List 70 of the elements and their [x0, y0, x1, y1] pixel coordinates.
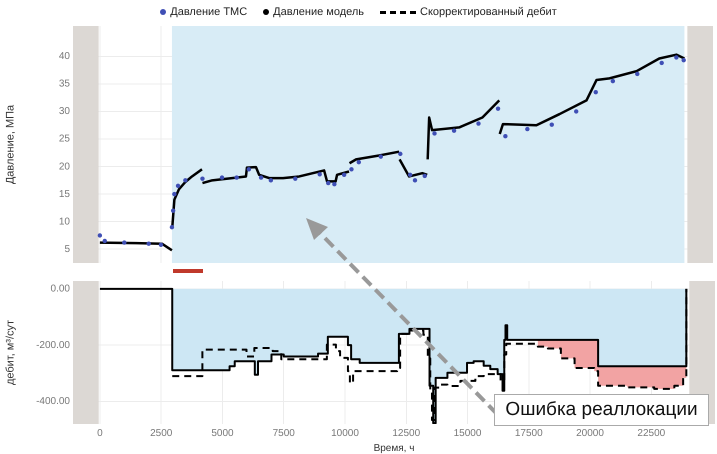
x-tick-label: 12500	[392, 428, 421, 439]
y-tick-label: 35	[58, 78, 70, 90]
x-tick-label: 2500	[150, 428, 173, 439]
point	[610, 78, 616, 84]
point	[98, 233, 102, 238]
point	[176, 184, 180, 188]
annotation: Ошибка реаллокации	[494, 394, 709, 426]
point	[574, 109, 578, 114]
y-tick-label: 25	[58, 134, 70, 145]
y-tick-label: 40	[58, 51, 70, 62]
x-tick-label: 10000	[331, 428, 360, 439]
point	[398, 152, 403, 156]
x-axis-title: Время, ч	[374, 442, 414, 454]
point	[452, 128, 456, 133]
point	[326, 180, 330, 186]
point	[550, 122, 554, 127]
y-axis-title: Давление, МПа	[4, 104, 17, 184]
point	[158, 242, 164, 248]
point	[476, 121, 481, 126]
x-tick-label: 15000	[454, 428, 482, 439]
point	[342, 172, 346, 178]
point	[170, 224, 174, 230]
x-tick-label: 0	[97, 428, 104, 439]
point	[146, 242, 151, 246]
point	[172, 192, 177, 196]
point	[356, 160, 361, 164]
legend-label: Скорректированный дебит	[420, 6, 557, 18]
point	[674, 55, 679, 60]
point	[503, 134, 508, 138]
x-tick-label: 22500	[637, 428, 666, 439]
y-tick-label: 20	[58, 161, 70, 172]
y-tick-label: 0.00	[50, 284, 70, 295]
point	[332, 182, 337, 186]
point	[681, 58, 686, 62]
point	[349, 167, 354, 172]
y-tick-label: 5	[64, 244, 70, 255]
point	[408, 172, 412, 178]
point	[412, 178, 418, 183]
y-tick-label: -200.00	[36, 340, 70, 351]
point	[200, 176, 205, 181]
point	[496, 106, 500, 111]
point	[246, 167, 252, 172]
x-tick-label: 20000	[576, 428, 604, 439]
point	[594, 90, 598, 94]
legend-label: Давление модель	[273, 6, 364, 18]
point	[432, 131, 437, 136]
point	[258, 175, 264, 180]
x-tick-label: 5000	[211, 428, 234, 439]
point	[422, 174, 427, 178]
point	[183, 178, 188, 183]
point	[525, 126, 530, 132]
y-tick-label: 10	[58, 216, 70, 228]
point	[234, 175, 239, 180]
point	[122, 240, 126, 245]
y-tick-label: 30	[58, 106, 70, 118]
legend-label: Давление ТМС	[170, 6, 248, 18]
y-tick-label: 15	[58, 188, 70, 200]
point	[378, 154, 383, 159]
y-tick-label: -400.00	[36, 396, 70, 408]
point	[170, 208, 176, 213]
point	[102, 238, 107, 244]
point	[268, 178, 274, 183]
point	[660, 60, 664, 66]
point	[318, 172, 322, 176]
point	[293, 176, 298, 181]
y-axis-title: дебит, м³/сут	[4, 320, 17, 386]
point	[635, 72, 640, 76]
x-tick-label: 7500	[272, 428, 296, 439]
point	[220, 175, 224, 180]
x-tick-label: 17500	[514, 428, 544, 439]
